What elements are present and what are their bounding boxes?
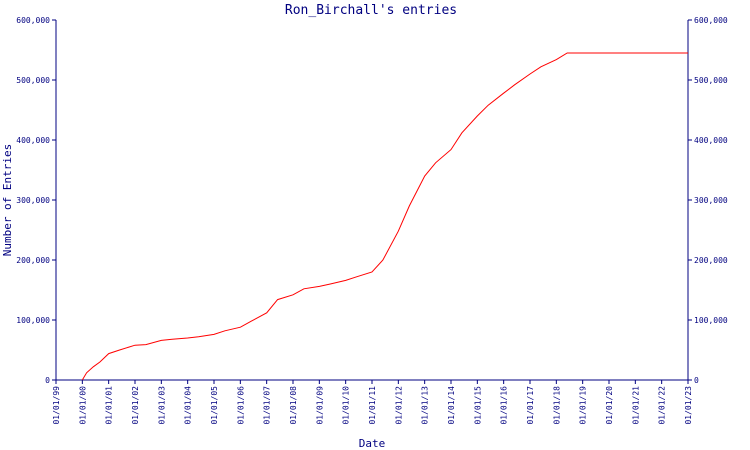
x-tick-label: 01/01/10 bbox=[342, 386, 351, 425]
y-tick-label-right: 200,000 bbox=[694, 256, 728, 265]
x-tick-label: 01/01/07 bbox=[263, 386, 272, 425]
x-tick-label: 01/01/02 bbox=[131, 386, 140, 425]
y-tick-label-right: 500,000 bbox=[694, 76, 728, 85]
y-tick-label-left: 200,000 bbox=[16, 256, 50, 265]
x-tick-label: 01/01/06 bbox=[236, 386, 245, 425]
x-tick-label: 01/01/16 bbox=[500, 386, 509, 425]
y-tick-label-right: 0 bbox=[694, 376, 699, 385]
x-tick-label: 01/01/04 bbox=[184, 386, 193, 425]
y-tick-label-left: 600,000 bbox=[16, 16, 50, 25]
y-tick-label-right: 100,000 bbox=[694, 316, 728, 325]
y-tick-label-right: 400,000 bbox=[694, 136, 728, 145]
x-tick-label: 01/01/08 bbox=[289, 386, 298, 425]
x-tick-label: 01/01/15 bbox=[473, 386, 482, 425]
x-tick-label: 01/01/03 bbox=[157, 386, 166, 425]
chart-title: Ron_Birchall's entries bbox=[285, 3, 457, 18]
y-axis-ticks: 0 0 100,000 100,000 200,000 200,000 300,000 300… bbox=[16, 16, 728, 385]
x-tick-label: 01/01/00 bbox=[78, 386, 87, 425]
x-axis-title: Date bbox=[359, 437, 386, 450]
y-tick-label-left: 400,000 bbox=[16, 136, 50, 145]
x-tick-label: 01/01/05 bbox=[210, 386, 219, 425]
x-tick-label: 01/01/19 bbox=[579, 386, 588, 425]
series-line bbox=[81, 52, 688, 381]
x-tick-label: 01/01/09 bbox=[315, 386, 324, 425]
x-tick-label: 01/01/18 bbox=[552, 386, 561, 425]
x-tick-label: 01/01/13 bbox=[421, 386, 430, 425]
y-tick-label-left: 0 bbox=[45, 376, 50, 385]
y-tick-label-right: 600,000 bbox=[694, 16, 728, 25]
x-tick-label: 01/01/12 bbox=[394, 386, 403, 425]
x-tick-label: 01/01/17 bbox=[526, 386, 535, 425]
y-axis-title: Number of Entries bbox=[1, 144, 14, 257]
x-axis-ticks: 01/01/99 01/01/00 01/01/01 01/01/02 01/01/03… bbox=[52, 380, 693, 425]
y-tick-label-right: 300,000 bbox=[694, 196, 728, 205]
y-tick-label-left: 300,000 bbox=[16, 196, 50, 205]
x-tick-label: 01/01/11 bbox=[368, 386, 377, 425]
x-tick-label: 01/01/01 bbox=[105, 386, 114, 425]
x-tick-label: 01/01/22 bbox=[658, 386, 667, 425]
x-tick-label: 01/01/99 bbox=[52, 386, 61, 425]
y-tick-label-left: 100,000 bbox=[16, 316, 50, 325]
x-tick-label: 01/01/14 bbox=[447, 386, 456, 425]
x-tick-label: 01/01/21 bbox=[631, 386, 640, 425]
x-tick-label: 01/01/20 bbox=[605, 386, 614, 425]
y-tick-label-left: 500,000 bbox=[16, 76, 50, 85]
x-tick-label: 01/01/23 bbox=[684, 386, 693, 425]
axes bbox=[55, 20, 689, 381]
